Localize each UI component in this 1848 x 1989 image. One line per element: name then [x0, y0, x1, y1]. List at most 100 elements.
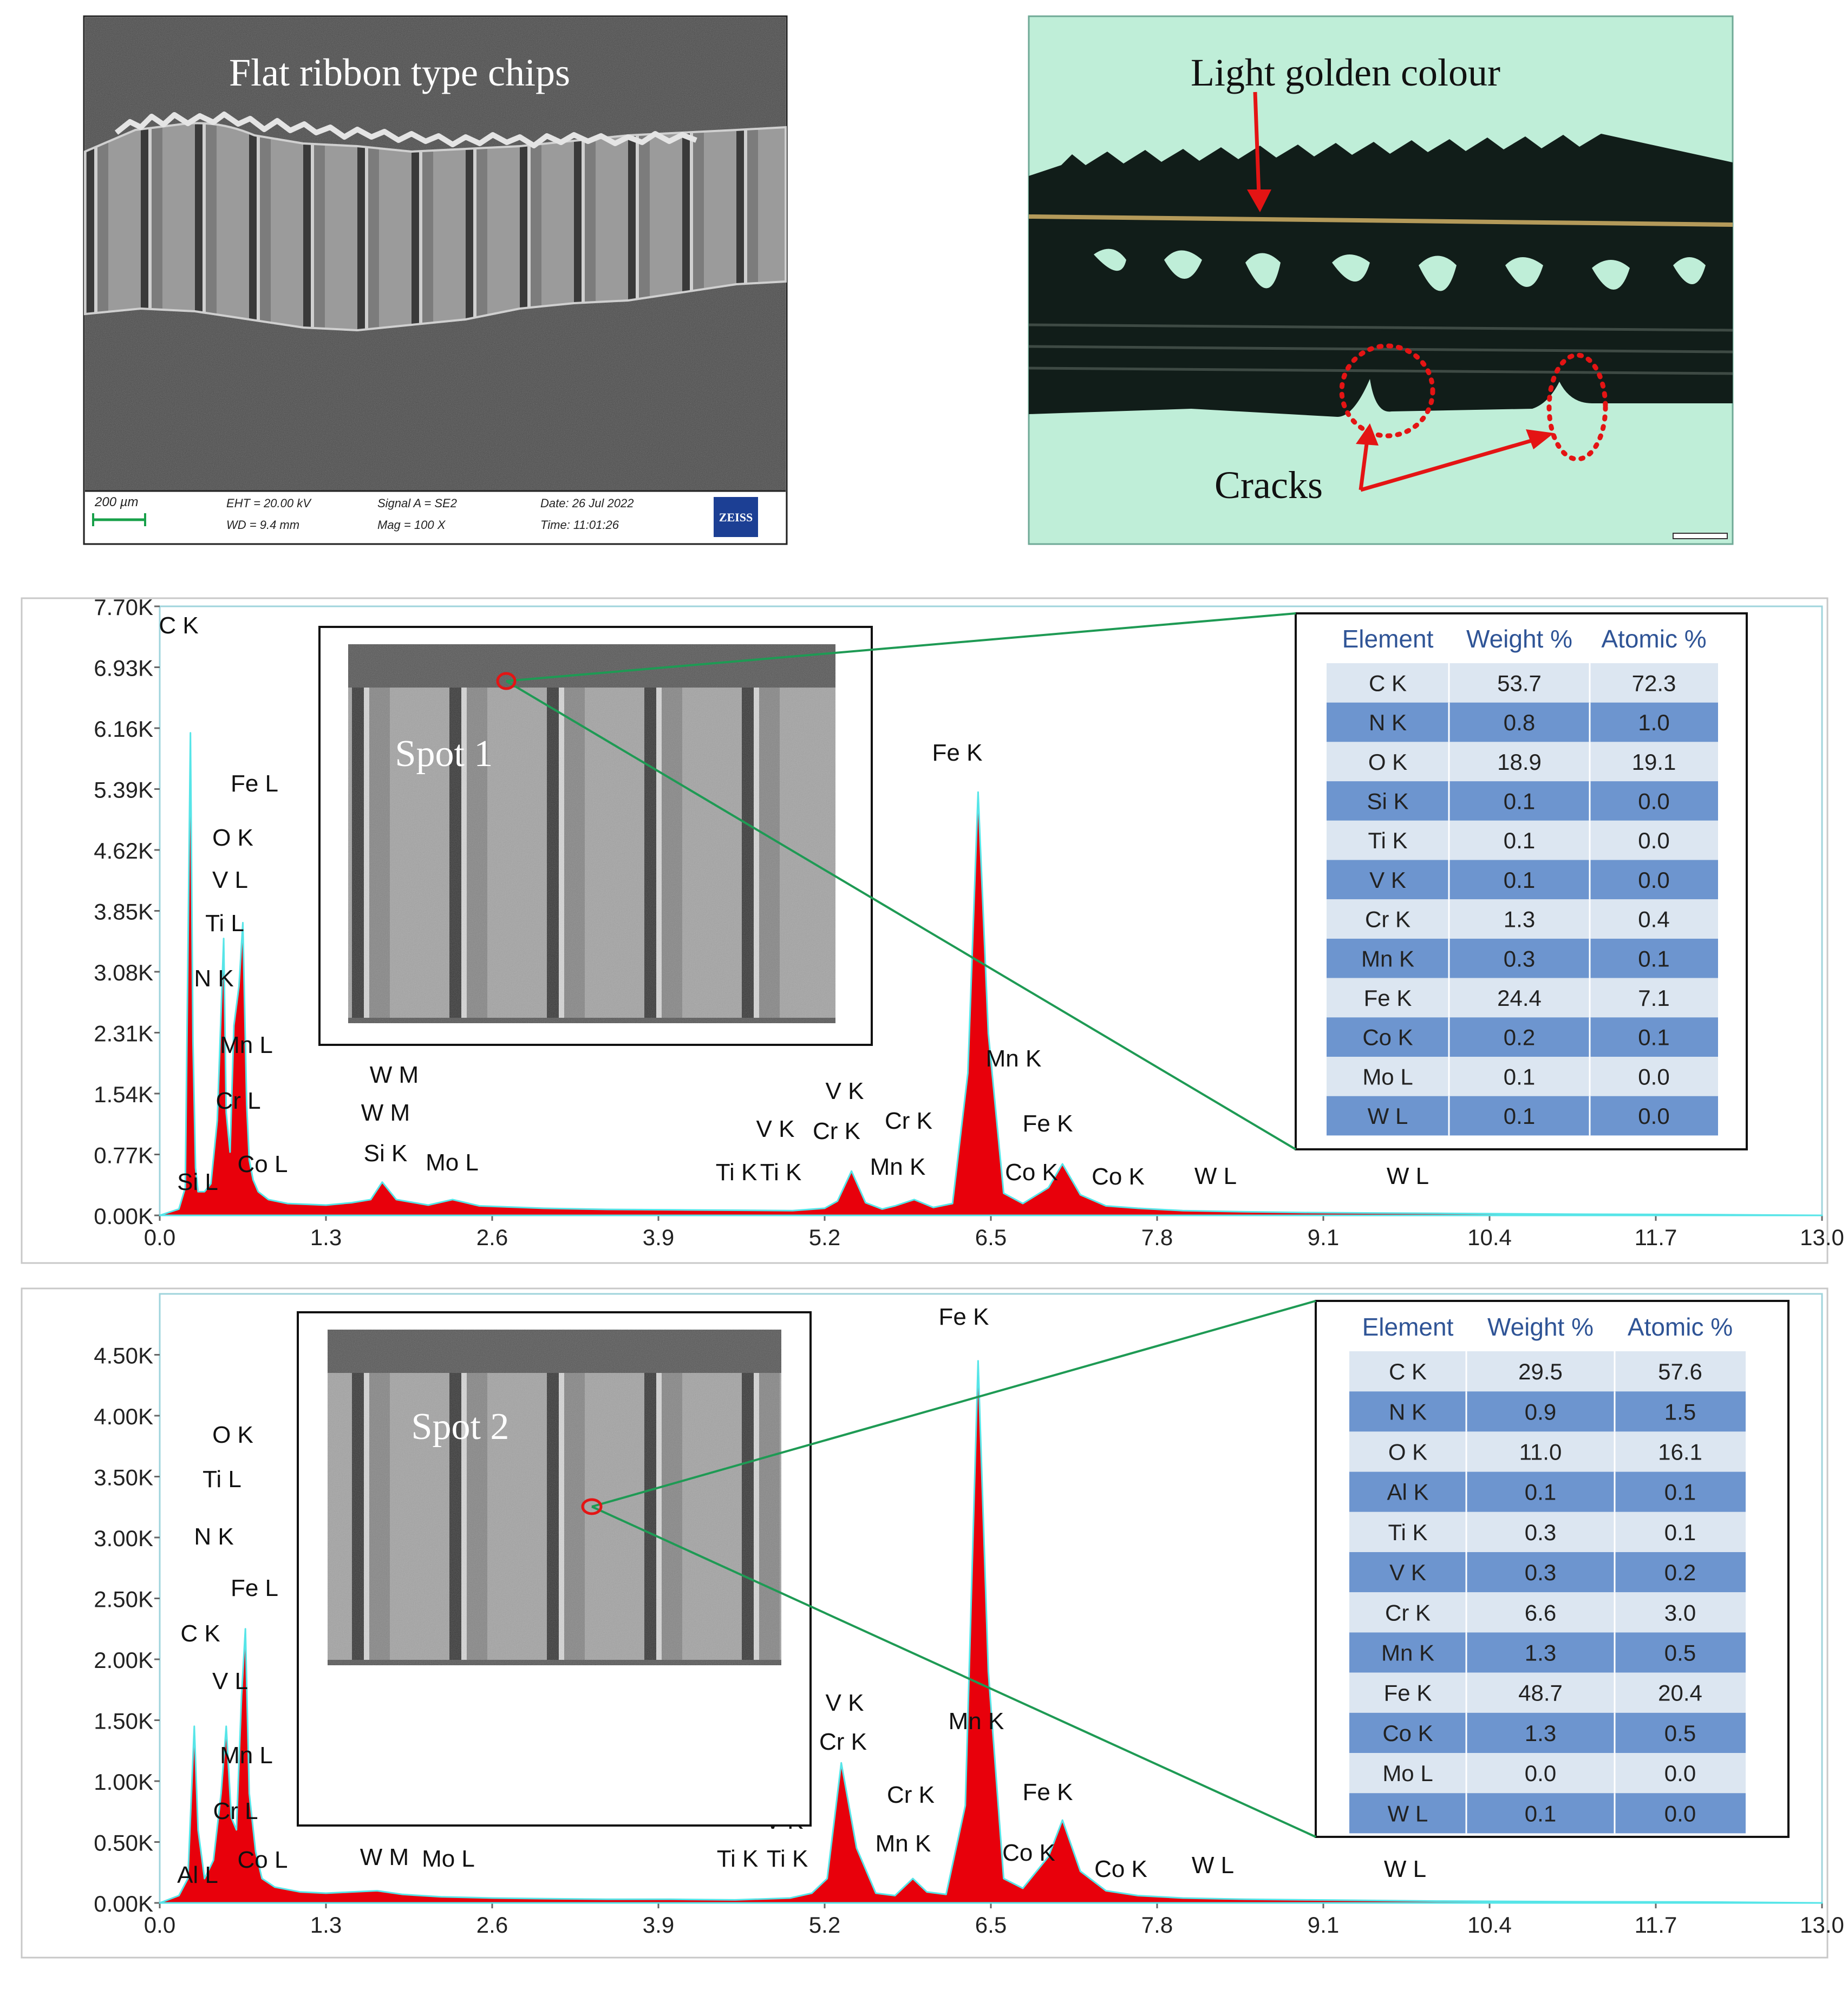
table-row — [1327, 663, 1718, 703]
table-header-cell: Weight % — [1466, 625, 1572, 653]
table-row — [1349, 1471, 1746, 1512]
x-tick-label: 10.4 — [1467, 1912, 1512, 1938]
x-tick-label: 1.3 — [310, 1225, 342, 1250]
peak-label: Mo L — [422, 1846, 475, 1872]
table-cell: 0.3 — [1504, 946, 1535, 971]
peak-label: Fe K — [932, 740, 983, 766]
table-cell: O K — [1368, 749, 1407, 775]
x-tick-label: 7.8 — [1141, 1225, 1173, 1250]
leader-line-bottom — [505, 680, 1297, 1150]
table-cell: N K — [1389, 1399, 1427, 1424]
table-cell: 1.0 — [1638, 710, 1669, 735]
x-tick-label: 0.0 — [144, 1912, 175, 1938]
peak-label: Ti K — [767, 1846, 808, 1872]
peak-label: Mn K — [870, 1154, 926, 1180]
table-cell: Mo L — [1362, 1064, 1413, 1089]
peak-label: Si K — [364, 1140, 408, 1167]
table-cell: 1.5 — [1664, 1399, 1696, 1424]
table-cell: C K — [1389, 1359, 1427, 1384]
table-header-cell: Atomic % — [1628, 1313, 1733, 1341]
table-cell: Cr K — [1365, 907, 1411, 932]
peak-label: Ti K — [760, 1159, 802, 1186]
table-header-cell: Weight % — [1487, 1313, 1594, 1341]
table-cell: Cr K — [1385, 1600, 1431, 1625]
optical-scale-bar — [1673, 533, 1728, 539]
arrow-crack-2-head — [1526, 429, 1554, 449]
table-cell: 0.1 — [1504, 788, 1535, 814]
x-tick-label: 3.9 — [643, 1225, 674, 1250]
spectrum-area — [159, 732, 1823, 1216]
peak-label: W L — [1384, 1856, 1426, 1882]
table-cell: C K — [1369, 670, 1407, 696]
table-row — [1327, 938, 1718, 978]
peak-label: Cr K — [887, 1782, 935, 1808]
peak-label: V L — [212, 867, 248, 893]
y-tick-label: 3.00K — [94, 1526, 153, 1551]
sem-info-eht: EHT = 20.00 kV — [226, 496, 312, 510]
peak-label: Cr K — [813, 1118, 860, 1144]
peak-label: Mn L — [220, 1032, 273, 1058]
table-cell: Ti K — [1368, 828, 1407, 853]
table-cell: 11.0 — [1519, 1440, 1562, 1465]
table-cell: Fe K — [1384, 1680, 1432, 1706]
crack-marker-1 — [1339, 343, 1435, 439]
table-cell: W L — [1368, 1103, 1408, 1129]
x-tick-label: 13.0 — [1800, 1225, 1844, 1250]
peak-label: Fe L — [231, 1575, 278, 1601]
table-row — [1349, 1632, 1746, 1673]
table-cell: 0.1 — [1525, 1801, 1556, 1826]
table-cell: Mn K — [1361, 946, 1414, 971]
y-tick-label: 0.00K — [94, 1891, 153, 1916]
peak-label: Ti L — [203, 1466, 241, 1493]
peak-label: W M — [360, 1844, 409, 1870]
peak-label: Fe K — [939, 1304, 989, 1330]
table-header-cell: Element — [1342, 625, 1434, 653]
table-cell: 24.4 — [1497, 985, 1542, 1011]
table-cell: 0.1 — [1504, 867, 1535, 893]
spot-label: Spot 2 — [412, 1406, 510, 1448]
sem-info-time: Time: 11:01:26 — [540, 518, 619, 532]
optical-striations — [1028, 323, 1733, 375]
table-row — [1327, 1096, 1718, 1136]
table-row — [1327, 860, 1718, 900]
table-cell: 0.0 — [1638, 788, 1669, 814]
x-tick-label: 11.7 — [1635, 1225, 1677, 1250]
table-cell: 29.5 — [1518, 1359, 1563, 1384]
sem-panel: Flat ribbon type chips 200 µm EHT = 20.0… — [83, 15, 788, 545]
y-tick-label: 1.00K — [94, 1769, 153, 1795]
y-tick-label: 2.31K — [94, 1021, 153, 1046]
table-cell: Mo L — [1382, 1761, 1433, 1786]
peak-label: Co K — [1005, 1159, 1058, 1186]
table-cell: 16.1 — [1658, 1440, 1702, 1465]
peak-label: W L — [1387, 1163, 1429, 1189]
table-row — [1349, 1552, 1746, 1593]
x-tick-label: 13.0 — [1800, 1912, 1844, 1938]
table-cell: 0.1 — [1664, 1520, 1696, 1545]
table-cell: Ti K — [1388, 1520, 1427, 1545]
peak-label: Co K — [1094, 1856, 1147, 1882]
table-cell: 0.1 — [1504, 828, 1535, 853]
table-cell: Co K — [1382, 1720, 1433, 1746]
table-cell: 0.9 — [1525, 1399, 1556, 1424]
table-cell: 57.6 — [1658, 1359, 1702, 1384]
table-cell: 0.5 — [1664, 1720, 1696, 1746]
table-header-cell: Atomic % — [1601, 625, 1706, 653]
table-cell: W L — [1388, 1801, 1428, 1826]
peak-label: Cr L — [216, 1088, 260, 1114]
y-tick-label: 5.39K — [94, 777, 153, 803]
table-row — [1327, 781, 1718, 821]
x-tick-label: 2.6 — [476, 1225, 508, 1250]
spot-marker — [581, 1498, 603, 1515]
table-cell: 0.1 — [1504, 1064, 1535, 1089]
table-cell: 48.7 — [1518, 1680, 1563, 1706]
x-tick-label: 3.9 — [643, 1912, 674, 1938]
table-cell: 0.0 — [1638, 1064, 1669, 1089]
sem-ribbon-chip — [84, 122, 787, 332]
eds-charts: 0.00K 0.77K 1.54K 2.31K 3.08K 3.85K 4.62K 5.39K… — [21, 594, 1844, 1959]
y-tick-label: 2.50K — [94, 1587, 153, 1612]
table-cell: 0.0 — [1664, 1761, 1696, 1786]
table-cell: 20.4 — [1658, 1680, 1702, 1706]
spectrum-area — [159, 1360, 1823, 1904]
table-header-cell: Element — [1362, 1313, 1454, 1341]
x-tick-label: 6.5 — [975, 1225, 1007, 1250]
